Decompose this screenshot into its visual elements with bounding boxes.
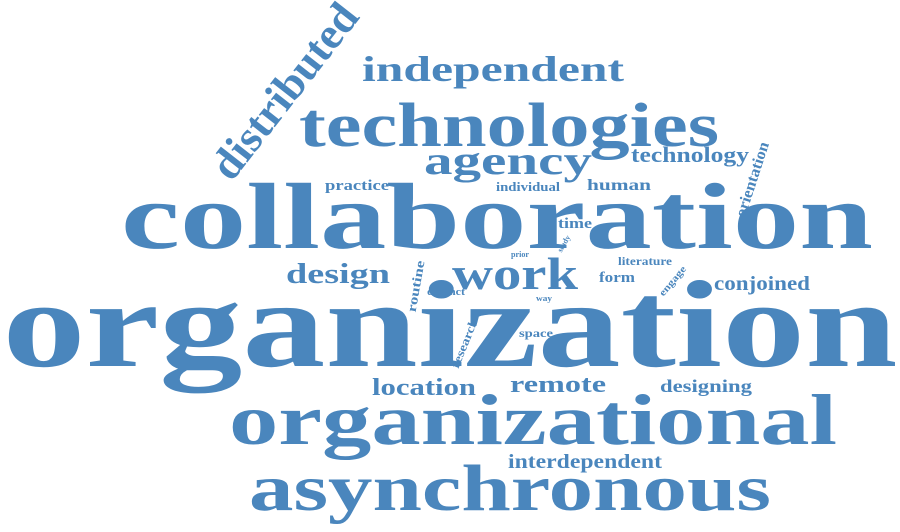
word-prior: prior <box>511 250 529 259</box>
word-organization: organization <box>3 256 898 394</box>
word-designing: designing <box>660 376 752 396</box>
word-way: way <box>536 294 552 303</box>
word-practice: practice <box>325 178 389 194</box>
word-space: space <box>519 326 554 340</box>
word-agency: agency <box>424 138 592 183</box>
word-individual: individual <box>496 179 560 194</box>
word-conjoined: conjoined <box>714 273 810 295</box>
word-technology: technology <box>631 142 749 167</box>
word-human: human <box>587 177 651 194</box>
word-interdependent: interdependent <box>508 451 662 473</box>
word-organizational: organizational <box>229 380 837 460</box>
word-distinct: distinct <box>427 287 466 298</box>
word-collaboration: collaboration <box>121 165 873 269</box>
word-form: form <box>599 270 636 286</box>
word-literature: literature <box>618 254 673 268</box>
word-time: time <box>558 216 592 232</box>
word-independent: independent <box>362 49 624 89</box>
word-remote: remote <box>510 372 606 398</box>
word-asynchronous: asynchronous <box>249 452 771 525</box>
word-technologies: technologies <box>299 92 719 160</box>
word-design: design <box>286 259 391 290</box>
word-location: location <box>372 375 476 401</box>
word-work: work <box>452 248 578 299</box>
